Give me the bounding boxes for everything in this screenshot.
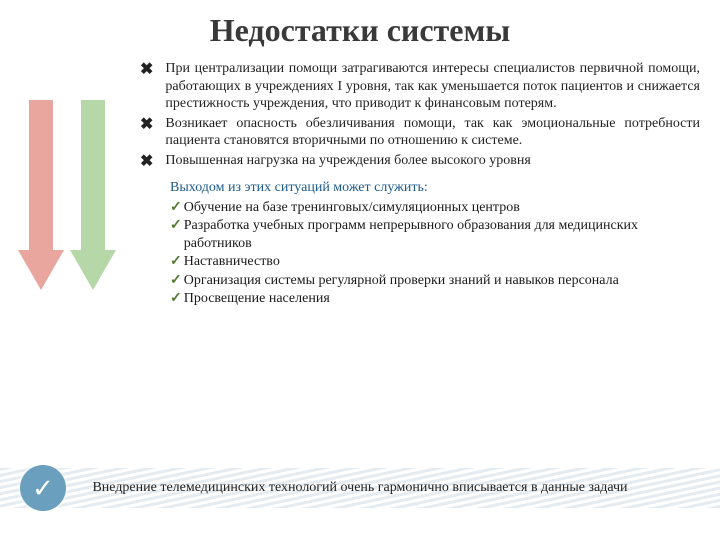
solutions-intro: Выходом из этих ситуаций может служить: [170, 179, 700, 197]
check-icon: ✓ [170, 290, 182, 308]
x-bullet-icon: ✖ [140, 115, 153, 134]
bullet-item: ✖ Возникает опасность обезличивания помощ… [140, 115, 700, 150]
check-icon: ✓ [170, 253, 182, 271]
arrow-head [18, 250, 64, 290]
bullet-item: ✖ При централизации помощи затрагиваются … [140, 60, 700, 113]
solution-text: Обучение на базе тренинговых/симуляционн… [184, 199, 520, 217]
footer-check-icon: ✓ [20, 465, 66, 511]
solution-text: Разработка учебных программ непрерывного… [184, 217, 700, 253]
solution-item: ✓Организация системы регулярной проверки… [170, 272, 700, 290]
bullet-text: Повышенная нагрузка на учреждения более … [165, 152, 530, 170]
arrows-graphic [18, 100, 138, 330]
bullet-text: Возникает опасность обезличивания помощи… [165, 115, 700, 150]
check-icon: ✓ [170, 272, 182, 290]
arrow-shaft [81, 100, 105, 250]
arrow-head [70, 250, 116, 290]
solution-text: Организация системы регулярной проверки … [184, 272, 619, 290]
bullet-item: ✖ Повышенная нагрузка на учреждения более… [140, 152, 700, 171]
slide-title: Недостатки системы [0, 0, 720, 49]
bullet-text: При централизации помощи затрагиваются и… [165, 60, 700, 113]
check-icon: ✓ [170, 217, 182, 253]
footer-bar: ✓ Внедрение телемедицинских технологий о… [0, 462, 720, 514]
arrow-shaft [29, 100, 53, 250]
content-area: ✖ При централизации помощи затрагиваются … [140, 60, 700, 308]
solution-item: ✓Наставничество [170, 253, 700, 271]
check-icon: ✓ [170, 199, 182, 217]
solutions-block: Выходом из этих ситуаций может служить: … [170, 179, 700, 308]
arrow-down-green [70, 100, 116, 300]
solution-item: ✓Просвещение населения [170, 290, 700, 308]
arrow-down-red [18, 100, 64, 300]
footer-text: Внедрение телемедицинских технологий оче… [80, 479, 640, 497]
solution-text: Просвещение населения [184, 290, 330, 308]
x-bullet-icon: ✖ [140, 152, 153, 171]
solution-item: ✓Обучение на базе тренинговых/симуляцион… [170, 199, 700, 217]
solution-item: ✓Разработка учебных программ непрерывног… [170, 217, 700, 253]
x-bullet-icon: ✖ [140, 60, 153, 79]
solution-text: Наставничество [184, 253, 280, 271]
